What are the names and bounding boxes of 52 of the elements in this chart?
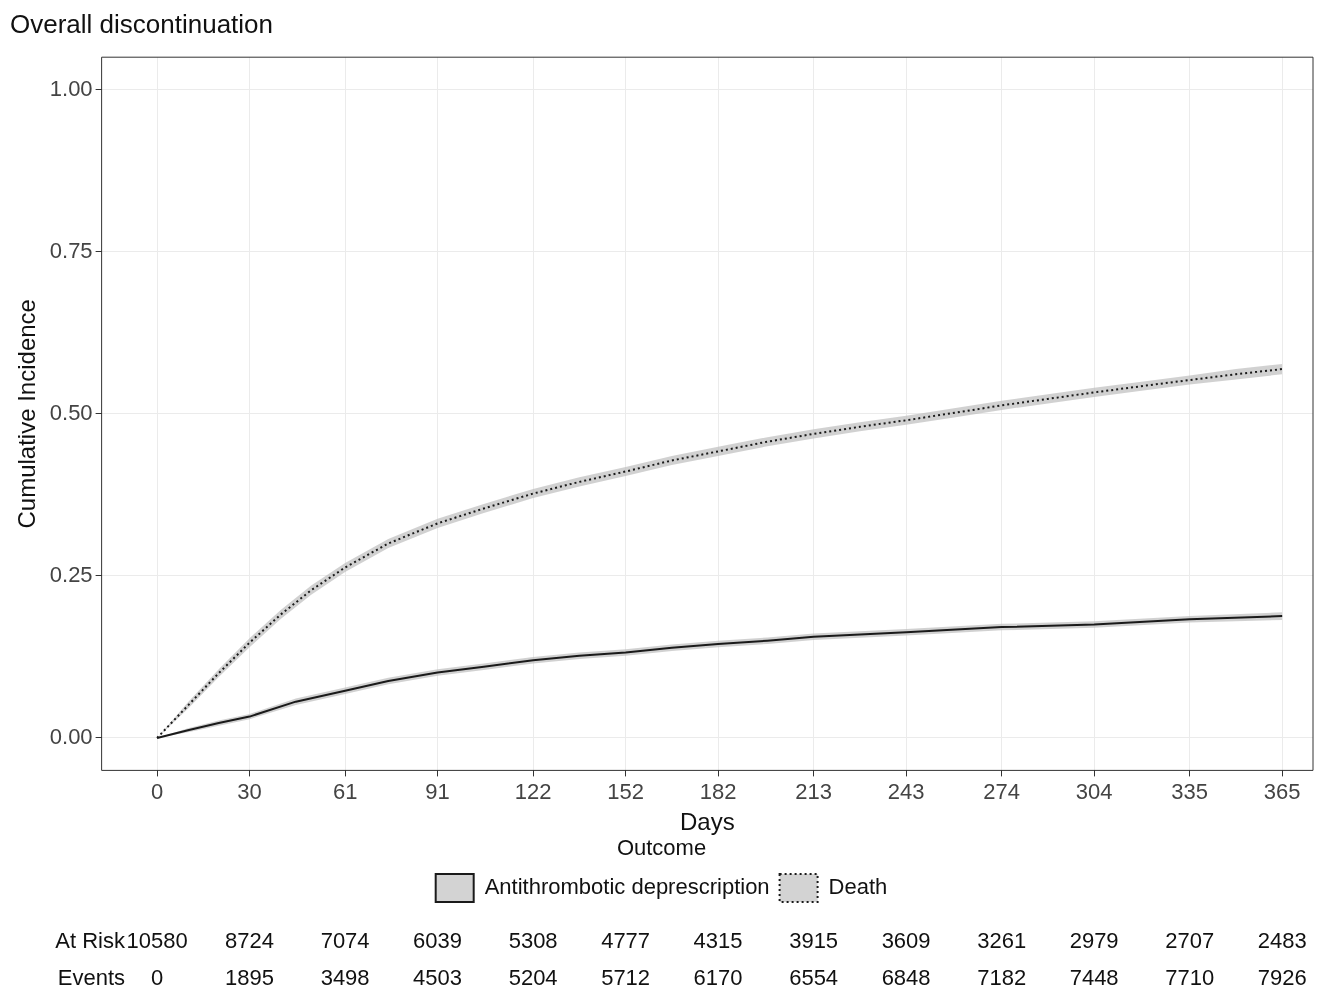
x-tick-label: 0: [150, 778, 164, 804]
x-tick-label: 91: [425, 778, 450, 804]
text: 7710: [1165, 965, 1215, 988]
text: 4777: [601, 928, 651, 954]
text: 6554: [789, 965, 839, 988]
legend-label: Antithrombotic deprescription: [484, 874, 770, 900]
text: 7182: [977, 965, 1027, 988]
x-tick-label: 30: [237, 778, 262, 804]
text: 2483: [1257, 928, 1307, 954]
x-axis-title: Days: [679, 807, 735, 835]
y-axis-title: Cumulative Incidence: [13, 299, 41, 529]
text: 8724: [225, 928, 275, 954]
legend-label: Death: [828, 874, 888, 900]
text: 4503: [413, 965, 463, 988]
x-tick-label: 243: [887, 778, 925, 804]
text: 2979: [1069, 928, 1119, 954]
y-tick-label: 0.25: [49, 561, 93, 587]
x-tick-label: 304: [1075, 778, 1113, 804]
y-tick-label: 1.00: [49, 75, 93, 101]
y-tick-label: 0.00: [49, 724, 93, 750]
text: 5712: [601, 965, 651, 988]
text: 6848: [881, 965, 931, 988]
x-tick-label: 335: [1171, 778, 1209, 804]
text: Events: [57, 965, 125, 988]
text: 7074: [320, 928, 370, 954]
text: 5308: [508, 928, 558, 954]
x-tick-label: 61: [332, 778, 358, 804]
y-tick-label: 0.75: [49, 237, 93, 263]
text: 6170: [693, 965, 743, 988]
y-tick-label: 0.50: [49, 399, 93, 425]
text: 2707: [1165, 928, 1215, 954]
text: 0: [150, 965, 164, 988]
text: 3915: [789, 928, 839, 954]
text: 4315: [693, 928, 743, 954]
x-tick-label: 213: [795, 778, 833, 804]
legend-title: Outcome: [616, 834, 707, 860]
chart-title: Overall discontinuation: [10, 8, 274, 39]
text: 7448: [1069, 965, 1119, 988]
text: 1895: [225, 965, 275, 988]
x-tick-label: 274: [983, 778, 1021, 804]
x-tick-label: 152: [607, 778, 644, 804]
x-tick-label: 365: [1263, 778, 1301, 804]
text: 7926: [1257, 965, 1307, 988]
x-tick-label: 122: [514, 778, 552, 804]
text: 3498: [320, 965, 370, 988]
text: At Risk: [55, 928, 125, 954]
x-tick-label: 182: [699, 778, 737, 804]
text: 10580: [126, 928, 188, 954]
text: 3261: [977, 928, 1027, 954]
text: 5204: [508, 965, 558, 988]
text: 3609: [881, 928, 931, 954]
text: 6039: [413, 928, 463, 954]
